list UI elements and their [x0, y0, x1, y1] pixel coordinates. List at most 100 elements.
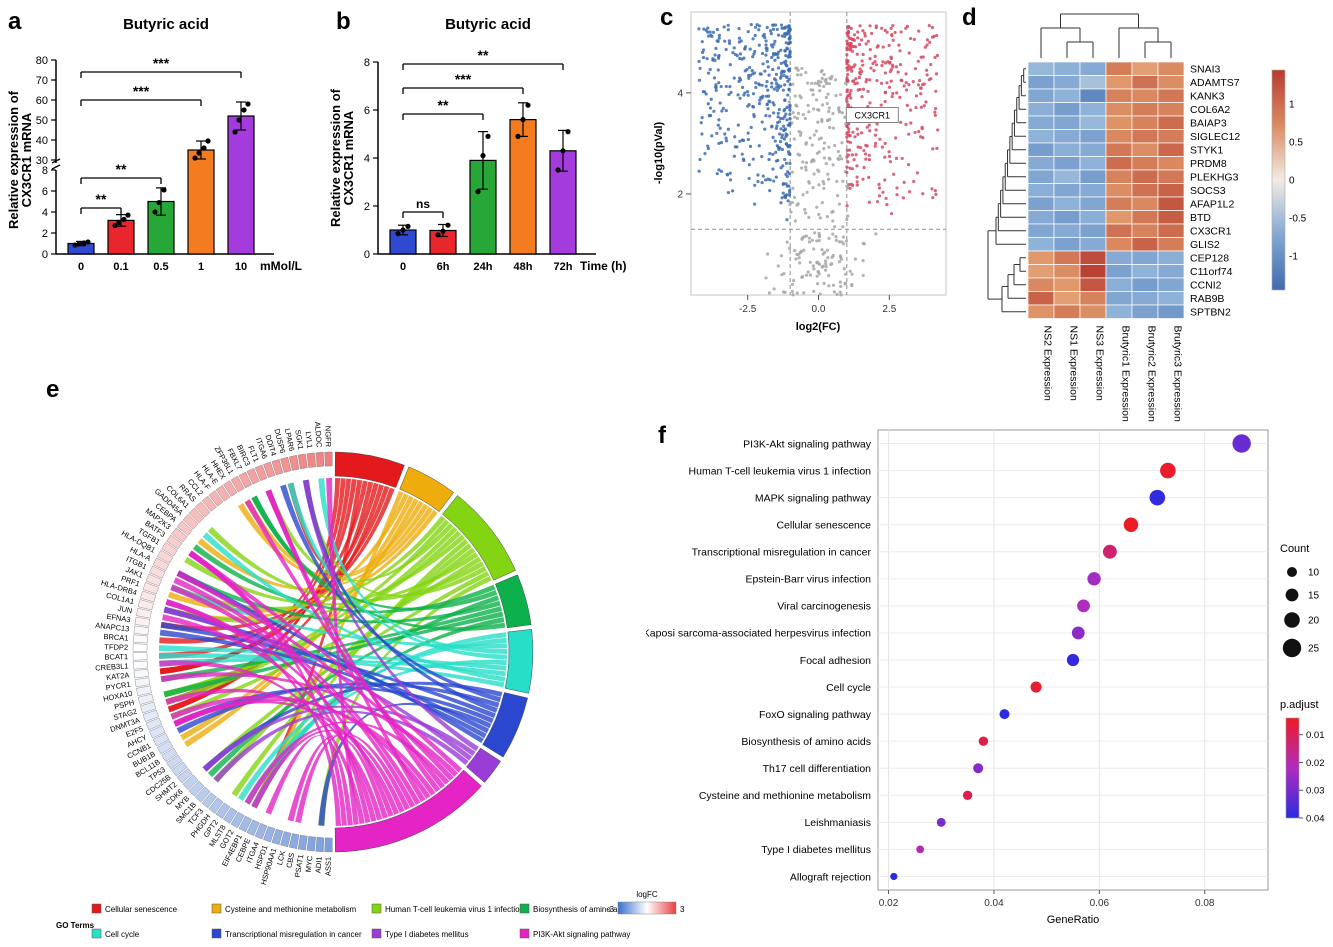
svg-text:ALDOC: ALDOC — [313, 421, 324, 448]
svg-text:0.1: 0.1 — [113, 261, 128, 273]
svg-text:Brutyric1 Expression: Brutyric1 Expression — [1120, 326, 1132, 422]
svg-text:Human T-cell leukemia virus 1: Human T-cell leukemia virus 1 infection — [385, 905, 524, 914]
svg-text:60: 60 — [36, 95, 48, 107]
svg-text:0.06: 0.06 — [1090, 898, 1110, 909]
svg-text:**: ** — [116, 161, 127, 177]
svg-text:CEP128: CEP128 — [1190, 253, 1229, 265]
svg-text:0: 0 — [400, 261, 406, 273]
svg-text:NGFR: NGFR — [323, 426, 332, 448]
svg-text:ANAPC13: ANAPC13 — [95, 621, 130, 634]
svg-text:10: 10 — [235, 261, 247, 273]
svg-text:Th17 cell differentiation: Th17 cell differentiation — [763, 763, 872, 775]
svg-text:Cysteine and methionine metabo: Cysteine and methionine metabolism — [699, 790, 871, 802]
svg-text:GO Terms: GO Terms — [56, 921, 95, 930]
svg-text:10: 10 — [1308, 568, 1320, 579]
panel-a: a 0 2 4 6 8 30 40 50 60 70 80 ** ** *** *** Butyric aci… — [6, 2, 321, 313]
gene-labels: NGFRALDOCLYL1SGK1LPAR6DUSP6DDIT4ITGA6FLT… — [95, 421, 333, 886]
svg-text:CCNI2: CCNI2 — [1190, 280, 1222, 292]
svg-text:0.5: 0.5 — [1289, 138, 1303, 149]
panel-e: e NGFR ALDOC LYL1 SGK1 LPAR6 DUSP6 DDIT4 ITGA6 F… — [28, 372, 690, 947]
svg-text:PRDM8: PRDM8 — [1190, 158, 1227, 170]
panel-b: b 0 2 4 6 8 ns ** *** ** Butyric acid Relative exp… — [328, 2, 640, 313]
svg-text:Viral carcinogenesis: Viral carcinogenesis — [777, 601, 871, 613]
chord-diagram: NGFRALDOCLYL1SGK1LPAR6DUSP6DDIT4ITGA6FLT… — [56, 421, 685, 939]
dotplot-points — [890, 434, 1251, 881]
svg-text:ASS1: ASS1 — [323, 857, 332, 876]
svg-text:PI3K-Akt signaling pathway: PI3K-Akt signaling pathway — [743, 438, 872, 450]
svg-text:MAPK signaling pathway: MAPK signaling pathway — [755, 492, 872, 504]
svg-text:30: 30 — [36, 155, 48, 167]
svg-text:Butyric acid: Butyric acid — [445, 16, 531, 33]
svg-text:Brutyric2 Expression: Brutyric2 Expression — [1146, 326, 1158, 422]
svg-text:PYCR1: PYCR1 — [105, 680, 131, 693]
svg-text:NS3 Expression: NS3 Expression — [1094, 326, 1106, 401]
svg-text:40: 40 — [36, 135, 48, 147]
svg-text:TFDP2: TFDP2 — [104, 642, 128, 652]
dotplot-area: 0.02 0.04 0.06 0.08 GeneRatio — [877, 429, 1269, 926]
svg-text:Cysteine and methionine metabo: Cysteine and methionine metabolism — [225, 905, 357, 914]
svg-text:JUN: JUN — [117, 604, 133, 616]
svg-text:6: 6 — [42, 186, 48, 198]
svg-text:Biosynthesis of amino acids: Biosynthesis of amino acids — [741, 736, 871, 748]
svg-text:Relative expression ofCX3CR1 m: Relative expression ofCX3CR1 mRNA — [328, 88, 356, 227]
svg-text:ADI1: ADI1 — [314, 856, 324, 873]
svg-text:15: 15 — [1308, 591, 1320, 602]
svg-text:Time (h): Time (h) — [580, 259, 626, 273]
svg-text:BTD: BTD — [1190, 212, 1211, 224]
svg-text:Kaposi sarcoma-associated herp: Kaposi sarcoma-associated herpesvirus in… — [646, 628, 871, 640]
volcano-plot-area: -2.5 0.0 2.5 2 4 log2(FC) -log10(pVal) CX3CR1 — [653, 11, 947, 333]
svg-text:6: 6 — [364, 105, 370, 117]
svg-text:CBS: CBS — [284, 852, 296, 869]
svg-text:25: 25 — [1308, 644, 1320, 655]
pathway-arcs — [334, 451, 534, 853]
svg-text:48h: 48h — [514, 261, 533, 273]
svg-text:ADAMTS7: ADAMTS7 — [1190, 77, 1240, 89]
svg-text:CX3CR1: CX3CR1 — [854, 111, 890, 121]
svg-text:mMol/L: mMol/L — [260, 259, 302, 273]
svg-text:NS1 Expression: NS1 Expression — [1068, 326, 1080, 401]
svg-text:-3: -3 — [607, 905, 615, 914]
svg-text:72h: 72h — [554, 261, 573, 273]
svg-text:C11orf74: C11orf74 — [1190, 266, 1233, 278]
panel-e-letter: e — [46, 376, 60, 403]
heatmap-colorbar: 1 0.5 0 -0.5 -1 — [1271, 69, 1307, 291]
svg-text:2: 2 — [677, 189, 683, 200]
svg-text:GLIS2: GLIS2 — [1190, 239, 1220, 251]
svg-text:PI3K-Akt signaling pathway: PI3K-Akt signaling pathway — [533, 930, 630, 939]
svg-text:**: ** — [478, 47, 489, 63]
svg-text:1: 1 — [198, 261, 204, 273]
svg-text:***: *** — [455, 71, 472, 87]
volcano-plot: -2.5 0.0 2.5 2 4 log2(FC) -log10(pVal) CX3CR1 — [653, 11, 947, 333]
svg-text:***: *** — [153, 55, 170, 71]
svg-text:Biosynthesis of amino acids: Biosynthesis of amino acids — [533, 905, 632, 914]
svg-text:Transcriptional misregulation: Transcriptional misregulation in cancer — [225, 930, 362, 939]
svg-text:3: 3 — [680, 905, 685, 914]
svg-text:KANK3: KANK3 — [1190, 91, 1225, 103]
svg-text:0.02: 0.02 — [1306, 758, 1325, 769]
svg-text:Epstein-Barr virus infection: Epstein-Barr virus infection — [746, 574, 872, 586]
column-dendrogram — [1040, 13, 1172, 58]
volcano-points — [697, 23, 940, 297]
svg-text:SGK1: SGK1 — [293, 429, 305, 450]
svg-text:LCK: LCK — [275, 850, 287, 866]
heatmap-cells — [1027, 61, 1185, 319]
svg-text:Type I diabetes mellitus: Type I diabetes mellitus — [761, 844, 871, 856]
panel-c: c -2.5 0.0 2.5 2 4 log2(FC) -log10(pVal) CX3CR1 — [646, 0, 961, 345]
row-dendrogram — [987, 68, 1026, 313]
svg-text:Brutyric3 Expression: Brutyric3 Expression — [1172, 326, 1184, 422]
svg-text:4: 4 — [364, 153, 370, 165]
svg-text:Cell cycle: Cell cycle — [826, 682, 871, 694]
svg-text:0.5: 0.5 — [153, 261, 168, 273]
svg-text:0: 0 — [1289, 176, 1295, 187]
svg-text:Focal adhesion: Focal adhesion — [800, 655, 871, 667]
svg-text:GeneRatio: GeneRatio — [1047, 914, 1100, 926]
svg-text:Human T-cell leukemia virus 1: Human T-cell leukemia virus 1 infection — [689, 465, 872, 477]
svg-text:CX3CR1: CX3CR1 — [1190, 226, 1232, 238]
svg-text:CREB3L1: CREB3L1 — [95, 661, 129, 672]
svg-text:PLEKHG3: PLEKHG3 — [1190, 172, 1239, 184]
